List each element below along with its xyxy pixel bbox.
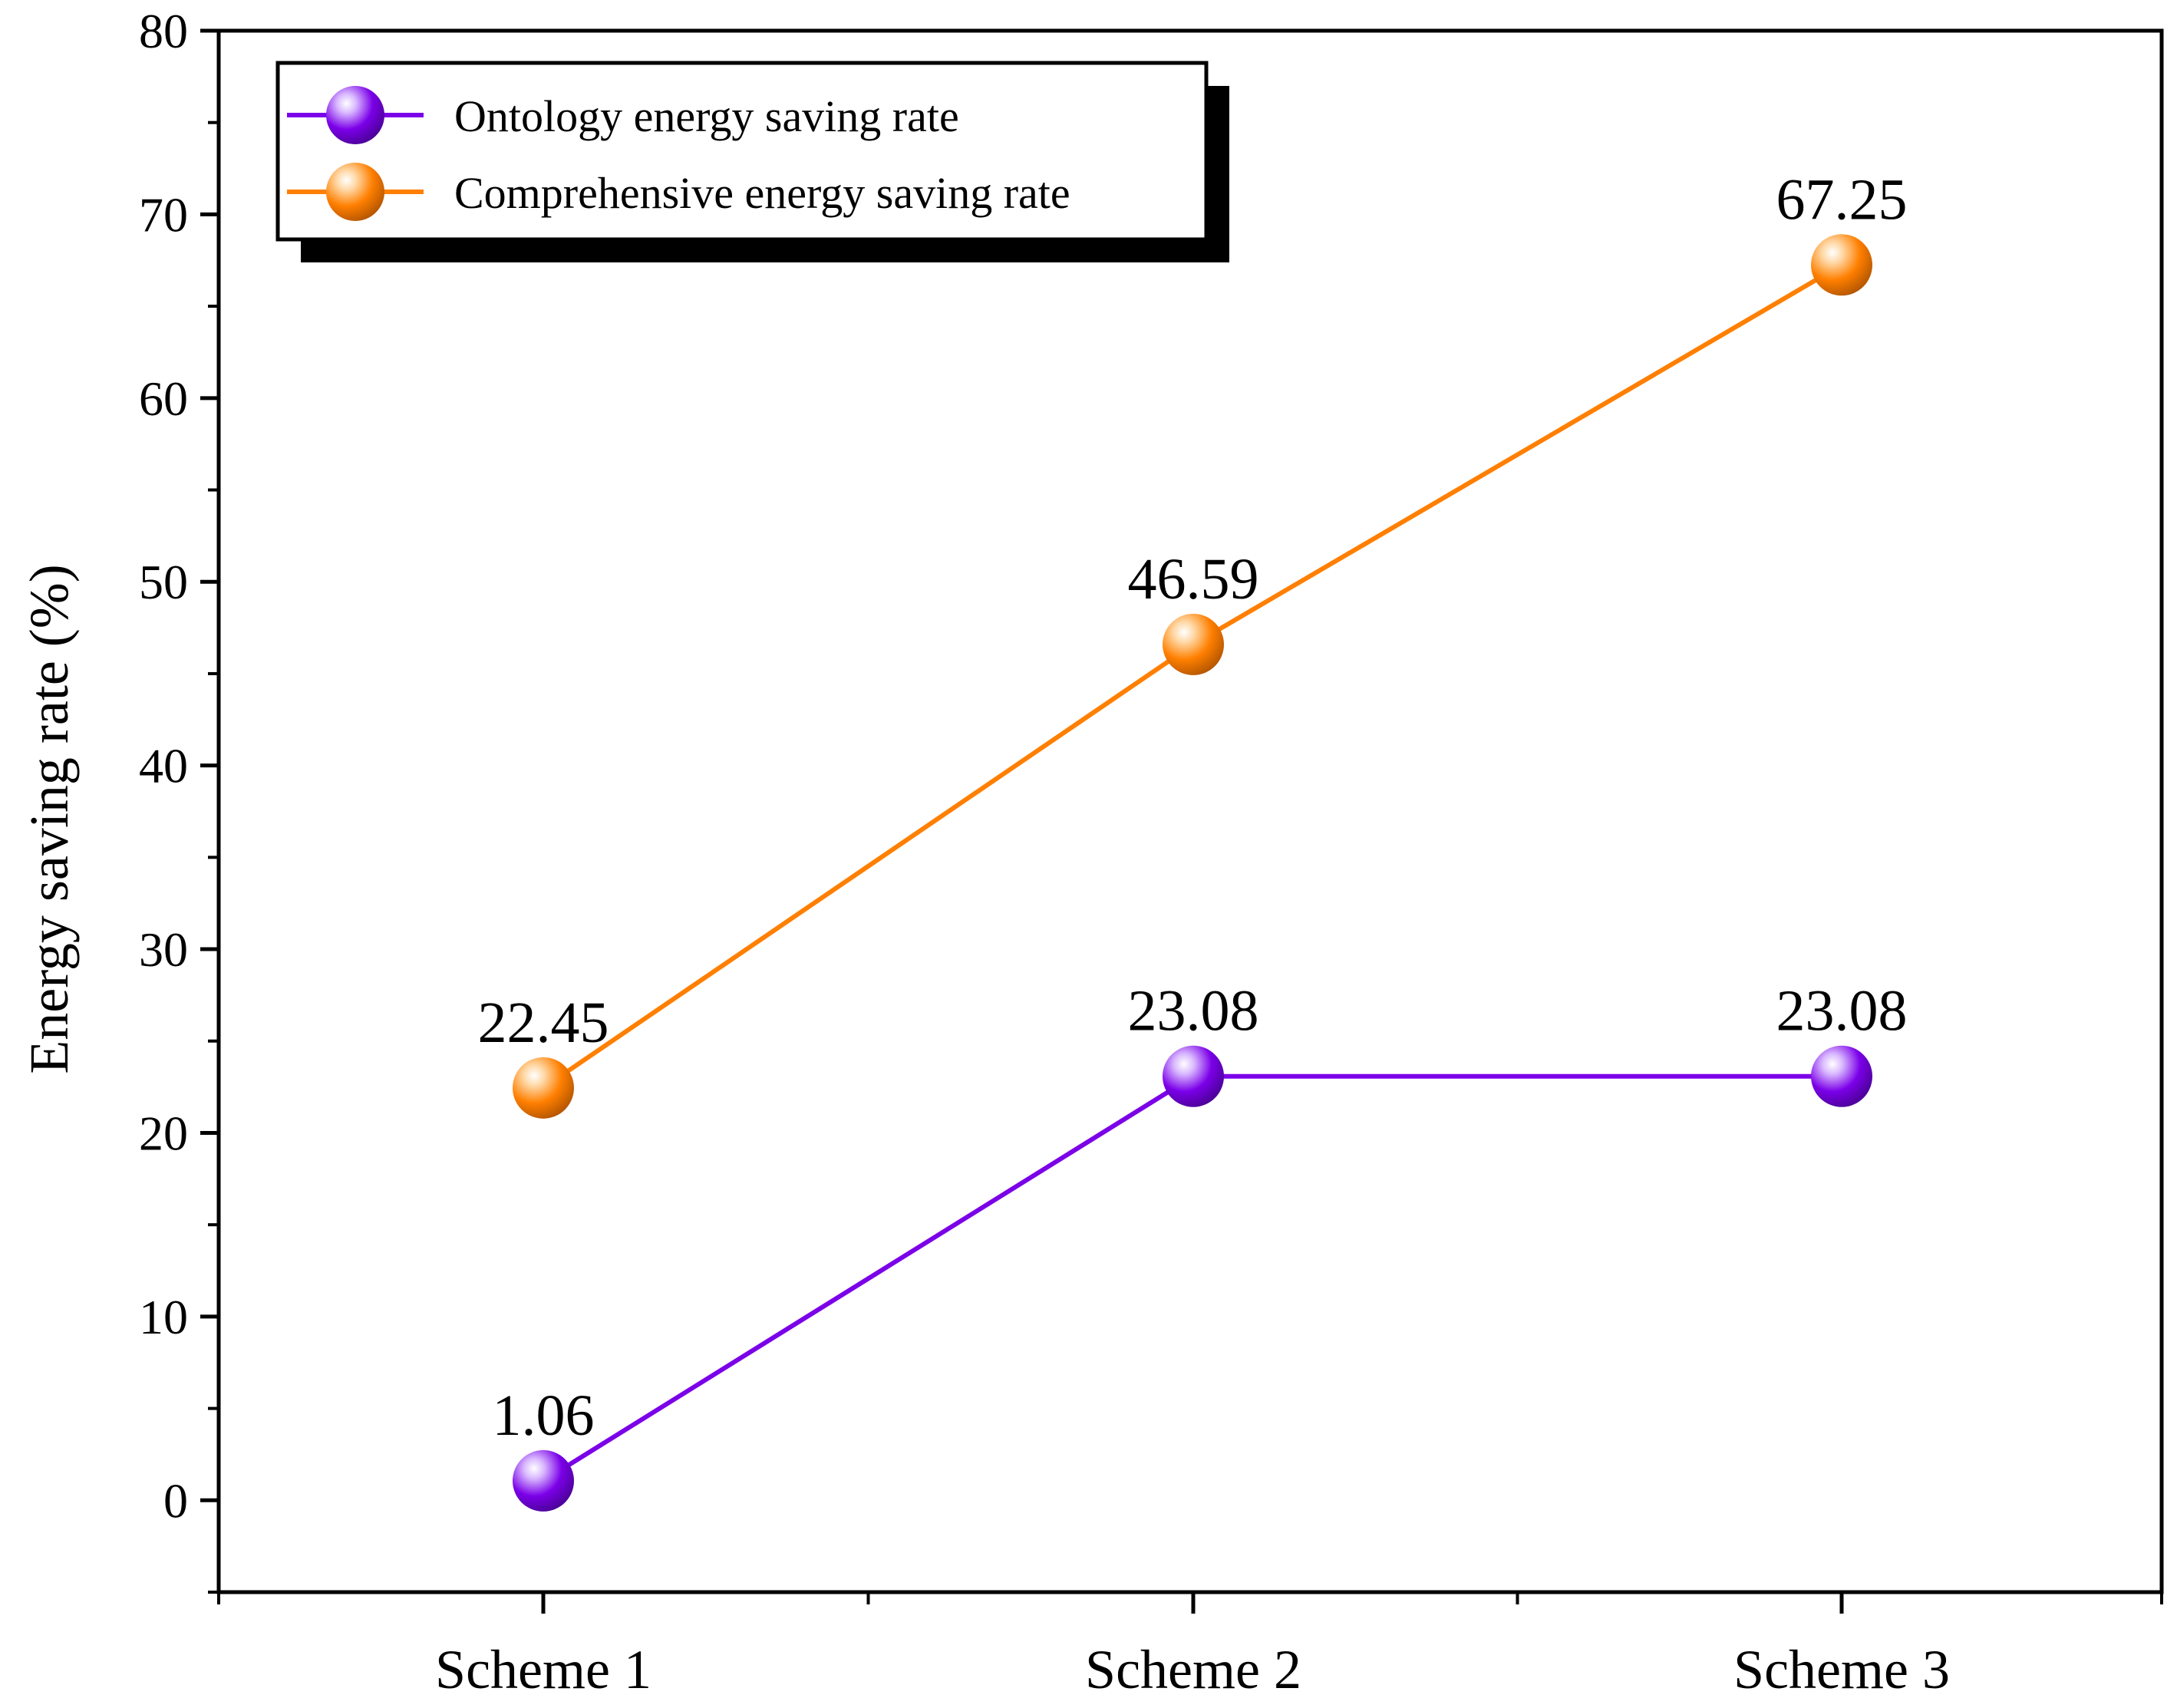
data-label: 22.45 [478, 991, 609, 1055]
x-tick-label: Scheme 1 [435, 1639, 651, 1700]
x-tick-label: Scheme 3 [1733, 1639, 1950, 1700]
y-tick-label: 60 [139, 371, 188, 426]
legend-label: Comprehensive energy saving rate [454, 168, 1070, 218]
data-point-marker [1163, 613, 1224, 675]
y-tick-label: 40 [139, 739, 188, 793]
data-label: 46.59 [1128, 547, 1259, 612]
y-tick-label: 70 [139, 187, 188, 242]
legend-marker-swatch [326, 163, 384, 221]
series-line-1 [542, 1073, 1842, 1483]
y-tick-label: 20 [139, 1106, 188, 1160]
data-point-marker [513, 1449, 574, 1512]
data-point-marker [513, 1057, 574, 1119]
plot-frame [216, 28, 2164, 1594]
data-label: 23.08 [1776, 979, 1908, 1044]
y-tick-label: 30 [139, 922, 188, 977]
data-point-marker [1811, 1045, 1872, 1107]
y-tick-label: 50 [139, 555, 188, 609]
y-tick-label: 0 [163, 1473, 188, 1528]
legend-marker-swatch [326, 86, 384, 144]
legend-box [275, 61, 1209, 242]
y-tick-label: 10 [139, 1290, 188, 1344]
data-label: 23.08 [1128, 979, 1259, 1044]
legend-label: Ontology energy saving rate [454, 91, 959, 141]
data-point-marker [1811, 234, 1872, 296]
data-label: 67.25 [1776, 167, 1908, 232]
x-tick-label: Scheme 2 [1085, 1639, 1301, 1700]
series-line-2 [542, 262, 1843, 1090]
data-point-marker [1163, 1045, 1224, 1107]
data-label: 1.06 [493, 1383, 595, 1448]
y-axis-title: Energy saving rate (%) [18, 564, 80, 1073]
y-tick-label: 80 [139, 4, 188, 58]
